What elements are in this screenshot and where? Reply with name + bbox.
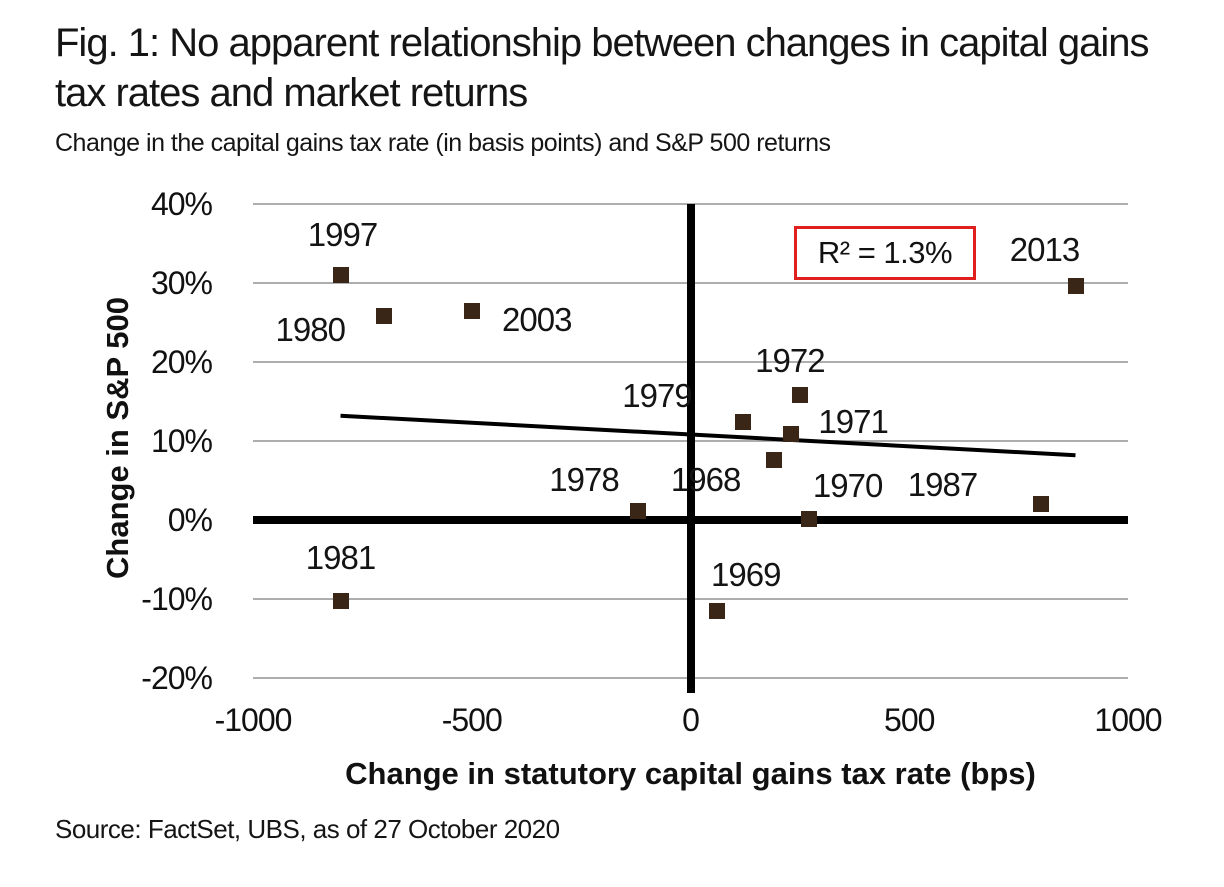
data-point-1970	[800, 511, 817, 528]
data-point-1972	[791, 387, 808, 404]
r-squared-text: R² = 1.3%	[817, 235, 953, 270]
r-squared-annotation: R² = 1.3%	[794, 226, 976, 280]
y-tick-label--10: -10%	[141, 581, 213, 617]
x-tick-label-500: 500	[884, 702, 935, 738]
data-point-label-1972: 1972	[755, 342, 825, 380]
data-point-label-1981: 1981	[305, 538, 376, 576]
source-note: Source: FactSet, UBS, as of 27 October 2…	[55, 814, 560, 844]
data-point-1980	[376, 308, 393, 325]
data-point-1969	[708, 602, 725, 619]
data-point-1987	[1032, 496, 1049, 513]
zero-bps-axis-line	[686, 204, 695, 693]
data-point-label-1969: 1969	[711, 555, 781, 593]
x-tick-label-0: 0	[682, 702, 700, 738]
x-tick-label-1000: 1000	[1094, 702, 1162, 738]
data-point-label-1979: 1979	[622, 377, 692, 415]
y-tick-label-40: 40%	[150, 186, 213, 222]
data-point-2013	[1067, 278, 1084, 295]
data-point-label-1968: 1968	[670, 460, 741, 498]
data-point-1968	[765, 451, 782, 468]
chart-subtitle: Change in the capital gains tax rate (in…	[55, 129, 831, 157]
data-point-2003	[463, 303, 480, 320]
data-point-1997	[332, 267, 349, 284]
data-point-label-1978: 1978	[549, 461, 619, 499]
y-tick-label--20: -20%	[141, 660, 213, 696]
x-tick-label--1000: -1000	[214, 702, 293, 738]
x-axis-title: Change in statutory capital gains tax ra…	[345, 756, 1036, 791]
data-point-1978	[630, 503, 646, 520]
data-point-1979	[735, 414, 751, 431]
data-point-1981	[332, 592, 349, 609]
data-point-label-1997: 1997	[307, 216, 378, 254]
y-tick-label-0: 0%	[167, 502, 213, 538]
data-point-label-1970: 1970	[812, 467, 883, 505]
data-point-label-2003: 2003	[502, 301, 572, 339]
y-axis-title: Change in S&P 500	[100, 297, 135, 579]
data-point-label-2013: 2013	[1009, 231, 1080, 269]
data-point-1971	[783, 425, 800, 442]
data-point-label-1980: 1980	[275, 311, 346, 349]
y-tick-label-20: 20%	[150, 344, 213, 380]
x-tick-label--500: -500	[441, 702, 503, 738]
data-point-label-1987: 1987	[907, 466, 978, 504]
y-tick-label-10: 10%	[150, 423, 213, 459]
chart-title: Fig. 1: No apparent relationship between…	[55, 21, 1150, 115]
data-point-label-1971: 1971	[818, 402, 888, 440]
y-tick-label-30: 30%	[150, 265, 213, 301]
